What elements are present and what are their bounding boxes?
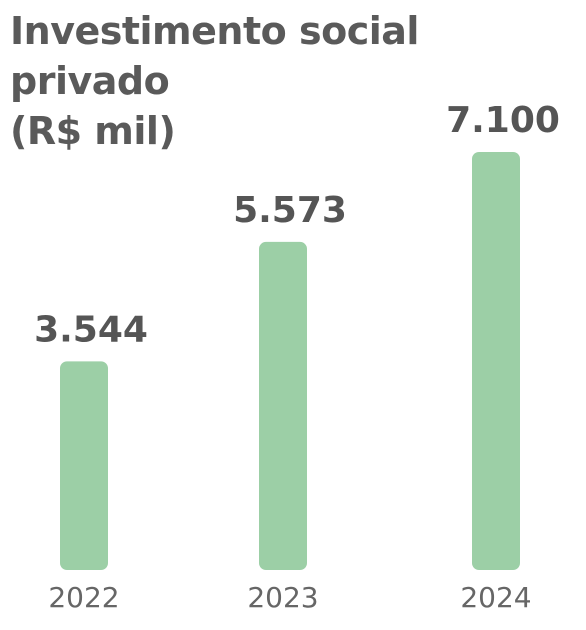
category-label-2022: 2022: [48, 581, 119, 614]
category-label-2024: 2024: [460, 581, 531, 614]
chart-title-line-2: (R$ mil): [10, 109, 176, 153]
value-label-2022: 3.544: [34, 309, 148, 350]
value-label-2024: 7.100: [446, 100, 560, 141]
bar-2024: [472, 152, 520, 570]
chart-title: Investimento social privado (R$ mil): [10, 6, 580, 156]
chart-title-line-1: Investimento social privado: [10, 9, 419, 103]
value-label-2023: 5.573: [233, 190, 347, 231]
category-label-2023: 2023: [247, 581, 318, 614]
bar-2023: [259, 241, 307, 571]
bar-2022: [60, 361, 108, 570]
